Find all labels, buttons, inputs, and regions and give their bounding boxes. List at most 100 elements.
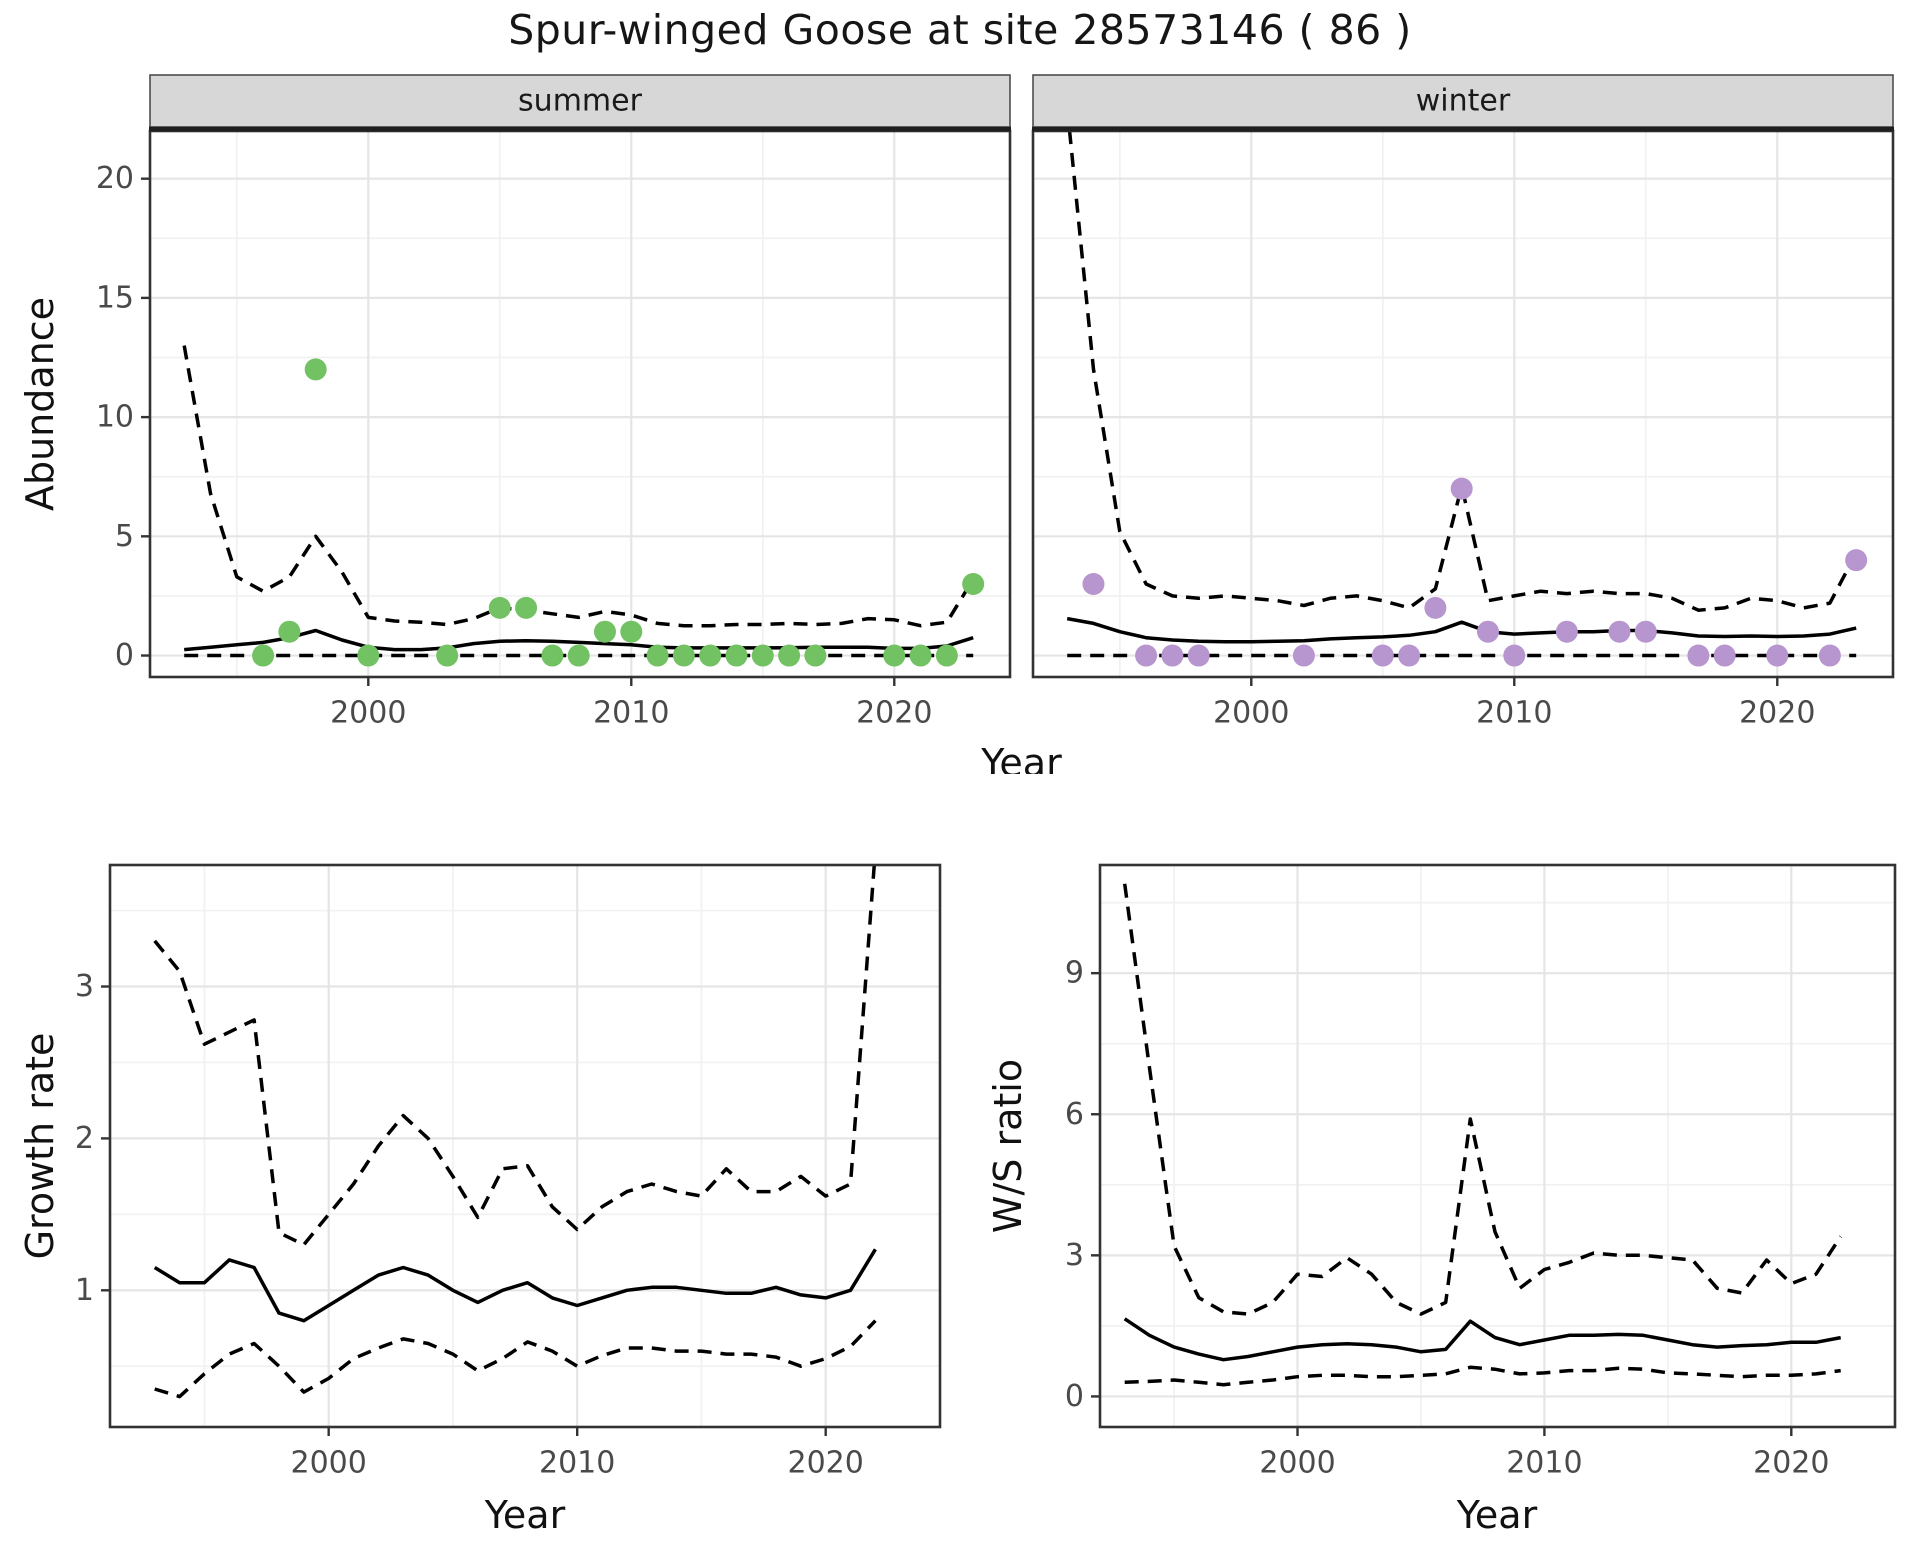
- data-point: [1398, 644, 1421, 667]
- x-tick-label: 2000: [1259, 1446, 1335, 1481]
- facet-label-summer: summer: [518, 84, 643, 119]
- data-point: [1161, 644, 1184, 667]
- fit-line: [1066, 616, 1857, 644]
- data-point: [1818, 644, 1841, 667]
- panel-border: [1098, 863, 1897, 1429]
- ci-lower-line: [154, 1319, 877, 1399]
- y-tick-label: 15: [96, 280, 134, 315]
- series-group: [1066, 130, 1868, 667]
- data-point: [541, 644, 564, 667]
- data-point: [567, 644, 590, 667]
- series-group: [153, 864, 877, 1399]
- data-point: [252, 644, 275, 667]
- x-tick-label: 2010: [593, 696, 669, 731]
- data-point: [1634, 620, 1657, 643]
- data-point: [725, 644, 748, 667]
- y-tick-label: 9: [1065, 956, 1084, 991]
- x-axis-title-year-ws: Year: [1456, 1493, 1538, 1537]
- ci-upper-line: [1122, 883, 1843, 1316]
- series-group: [1122, 883, 1843, 1387]
- x-tick-label: 2020: [788, 1446, 864, 1481]
- abundance-chart-svg: 2000 2010 2020 0 5 10 15 20 summer 2000 2010 2020 wi…: [18, 74, 1895, 774]
- y-tick-label: 0: [1065, 1379, 1084, 1414]
- data-point: [962, 573, 985, 596]
- y-tick-label: 2: [75, 1121, 94, 1156]
- x-tick-label: 2020: [1753, 1446, 1829, 1481]
- data-point: [1371, 644, 1394, 667]
- x-tick-label: 2000: [291, 1446, 367, 1481]
- x-tick-label: 2020: [856, 696, 932, 731]
- ci-upper-line: [1067, 130, 1858, 612]
- y-tick-label: 3: [75, 969, 94, 1004]
- data-point: [1687, 644, 1710, 667]
- x-tick-label: 2000: [330, 696, 406, 731]
- panel-background: [1100, 865, 1895, 1427]
- y-tick-label: 20: [96, 161, 134, 196]
- data-point: [751, 644, 774, 667]
- y-axis-title-growth-rate: Growth rate: [18, 1033, 62, 1260]
- y-tick-label: 1: [75, 1273, 94, 1308]
- x-tick-label: 2010: [1506, 1446, 1582, 1481]
- ci-upper-line: [182, 345, 975, 628]
- facet-strip: [149, 74, 1011, 128]
- data-point: [488, 596, 511, 619]
- data-point: [515, 596, 538, 619]
- panel-background: [110, 865, 940, 1427]
- panel-background: [150, 131, 1010, 677]
- data-point: [1450, 477, 1473, 500]
- data-point: [1608, 620, 1631, 643]
- y-tick-label: 3: [1065, 1238, 1084, 1273]
- y-tick-label: 10: [96, 400, 134, 435]
- data-point: [1424, 596, 1447, 619]
- data-point: [1082, 573, 1105, 596]
- series-group: [182, 345, 985, 667]
- y-tick-label: 6: [1065, 1097, 1084, 1132]
- data-point: [304, 358, 327, 381]
- data-point: [778, 644, 801, 667]
- y-axis-title-abundance: Abundance: [18, 297, 62, 511]
- data-point: [593, 620, 616, 643]
- data-point: [1503, 644, 1526, 667]
- data-point: [1555, 620, 1578, 643]
- data-point: [357, 644, 380, 667]
- x-axis-title-year-top: Year: [980, 741, 1062, 774]
- fit-line: [1123, 1317, 1842, 1362]
- data-point: [804, 644, 827, 667]
- data-point: [646, 644, 669, 667]
- panel-background: [1033, 131, 1893, 677]
- data-point: [278, 620, 301, 643]
- data-point: [1713, 644, 1736, 667]
- data-point: [1187, 644, 1210, 667]
- plot-title: Spur-winged Goose at site 28573146 ( 86 …: [508, 6, 1412, 54]
- ci-lower-line: [1124, 1365, 1841, 1387]
- data-point: [1476, 620, 1499, 643]
- y-axis-title-ws-ratio: W/S ratio: [986, 1059, 1030, 1233]
- facet-strip: [1032, 74, 1894, 128]
- panel-border: [108, 863, 942, 1429]
- data-point: [909, 644, 932, 667]
- x-tick-label: 2010: [1476, 696, 1552, 731]
- ci-upper-line: [153, 864, 877, 1247]
- facet-label-winter: winter: [1416, 84, 1511, 119]
- data-point: [1292, 644, 1315, 667]
- fit-line: [153, 1248, 877, 1323]
- data-point: [935, 644, 958, 667]
- data-point: [1135, 644, 1158, 667]
- fit-line: [184, 628, 974, 652]
- data-point: [672, 644, 695, 667]
- growth-rate-chart-svg: 2000 2010 2020 1 2 3 Growth rate Year: [18, 863, 942, 1537]
- data-point: [699, 644, 722, 667]
- data-point: [620, 620, 643, 643]
- data-point: [436, 644, 459, 667]
- data-point: [1766, 644, 1789, 667]
- data-point: [883, 644, 906, 667]
- x-tick-label: 2010: [539, 1446, 615, 1481]
- x-tick-label: 2020: [1739, 696, 1815, 731]
- y-tick-label: 5: [115, 519, 134, 554]
- x-tick-label: 2000: [1213, 696, 1289, 731]
- x-axis-title-year-growth: Year: [484, 1493, 566, 1537]
- ws-ratio-chart-svg: 2000 2010 2020 0 3 6 9 W/S ratio Year: [986, 863, 1897, 1537]
- data-point: [1845, 549, 1868, 572]
